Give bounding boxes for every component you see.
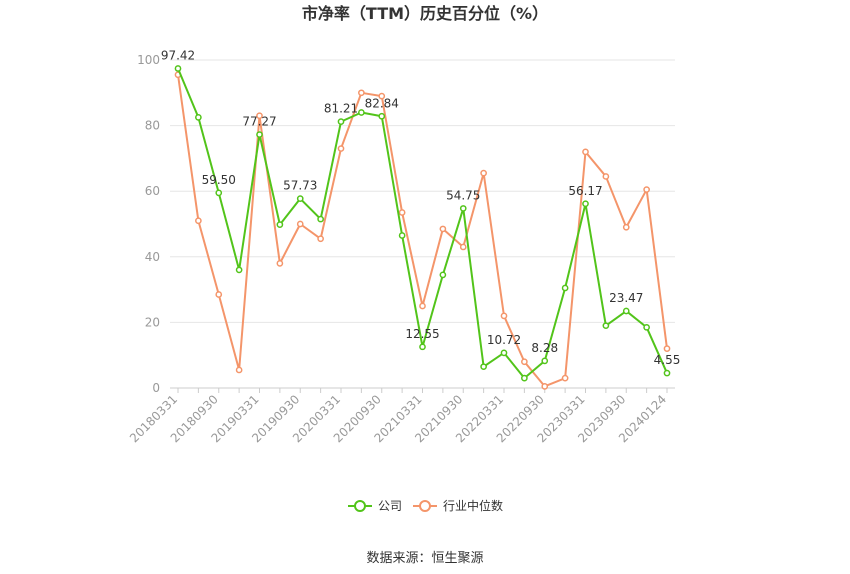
point-industry (358, 89, 365, 97)
point-industry (561, 374, 569, 382)
data-label: 54.75 (446, 188, 480, 202)
data-label: 59.50 (202, 173, 236, 187)
point-company (276, 221, 284, 229)
point-company (663, 369, 671, 377)
data-label: 10.72 (487, 333, 521, 347)
point-industry (643, 186, 650, 193)
legend[interactable]: 公司 行业中位数 (348, 498, 503, 513)
point-industry (398, 209, 406, 216)
point-company (195, 114, 202, 121)
point-industry (602, 173, 610, 180)
point-company (602, 322, 610, 330)
point-industry (582, 148, 589, 156)
point-industry (276, 260, 284, 267)
data-source: 数据来源：恒生聚源 (366, 551, 483, 566)
point-company (378, 112, 386, 120)
point-industry (235, 366, 243, 374)
point-industry (521, 358, 528, 366)
data-label: 56.17 (568, 184, 602, 198)
point-industry (480, 169, 487, 177)
y-tick-label: 100 (137, 53, 160, 67)
data-label: 82.84 (365, 96, 399, 110)
point-company (561, 284, 569, 292)
data-label: 97.42 (161, 48, 195, 62)
point-industry (215, 291, 223, 298)
point-industry (195, 217, 202, 225)
point-industry (439, 225, 447, 233)
point-company (215, 189, 223, 197)
point-company (296, 195, 304, 202)
point-industry (663, 345, 671, 352)
point-company (174, 65, 182, 72)
point-company (622, 307, 630, 315)
point-industry (500, 312, 508, 320)
point-industry (378, 92, 386, 100)
data-label: 12.55 (405, 327, 439, 341)
y-tick-label: 40 (145, 250, 160, 264)
data-label: 23.47 (609, 291, 643, 305)
chart-title: 市净率（TTM）历史百分位（%） (302, 4, 548, 23)
point-industry (296, 220, 304, 228)
point-industry (622, 223, 630, 231)
point-company (643, 323, 650, 331)
legend-item-industry[interactable]: 行业中位数 (413, 498, 503, 513)
legend-industry-label: 行业中位数 (443, 498, 503, 513)
point-company (419, 343, 426, 351)
point-industry (337, 145, 345, 152)
legend-company-label: 公司 (378, 499, 402, 513)
data-labels: 97.42 59.50 77.27 57.73 81.21 82.84 12.55 54.75… (161, 48, 681, 367)
point-industry (541, 383, 549, 390)
point-industry (419, 302, 426, 310)
point-company (582, 200, 589, 208)
point-company (235, 266, 243, 274)
legend-industry-marker (419, 500, 431, 512)
y-tick-label: 20 (145, 315, 160, 329)
point-company (521, 374, 528, 382)
point-industry (459, 243, 467, 251)
point-industry (317, 235, 324, 243)
series-layer (174, 65, 671, 390)
point-company (541, 357, 549, 365)
y-tick-label: 80 (145, 119, 160, 133)
point-company (317, 215, 324, 223)
point-company (500, 349, 508, 357)
point-company (398, 232, 406, 239)
data-label: 4.55 (654, 353, 681, 367)
data-label: 81.21 (324, 102, 358, 116)
data-label: 57.73 (283, 179, 317, 193)
y-tick-label: 60 (145, 184, 160, 198)
legend-company-marker (354, 500, 366, 512)
data-label: 77.27 (242, 115, 276, 129)
point-company (459, 205, 467, 212)
point-company (439, 271, 447, 279)
point-company (337, 118, 345, 125)
point-company (358, 109, 365, 116)
point-industry (256, 112, 263, 120)
data-label: 8.28 (531, 341, 558, 355)
legend-item-company[interactable]: 公司 (348, 499, 402, 513)
point-company (480, 363, 487, 371)
y-tick-label: 0 (152, 381, 160, 395)
point-company (256, 131, 263, 138)
